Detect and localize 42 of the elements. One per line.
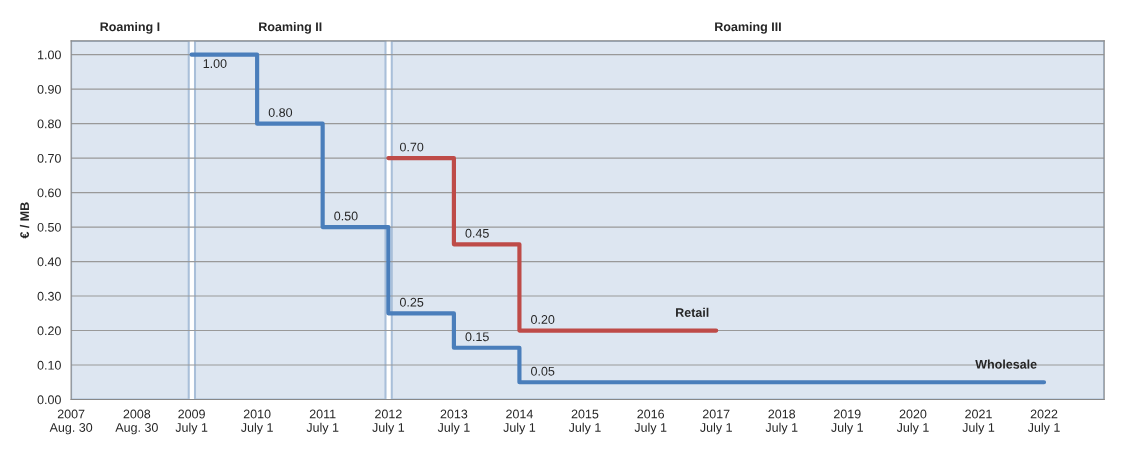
y-axis-title: € / MB [19, 202, 30, 239]
y-tick-label: 0.60 [37, 188, 61, 198]
x-tick-label: 2012 July 1 [372, 409, 405, 435]
x-tick-label: 2013 July 1 [437, 409, 470, 435]
x-tick-label: 2007 Aug. 30 [49, 409, 93, 435]
band-label: Roaming I [100, 21, 160, 34]
y-tick-label: 1.00 [38, 50, 61, 60]
x-tick-label: 2019 July 1 [831, 409, 863, 435]
data-label: 0.70 [399, 142, 424, 152]
data-label: 0.80 [268, 108, 293, 117]
x-tick-label: 2016 July 1 [634, 409, 667, 435]
data-label: 0.45 [465, 228, 489, 238]
data-label: 0.05 [531, 366, 555, 376]
x-tick-label: 2009 July 1 [175, 409, 208, 435]
data-label: 1.00 [203, 59, 227, 68]
data-label: 0.20 [531, 315, 555, 324]
x-tick-label: 2015 July 1 [568, 409, 601, 435]
data-label: 0.50 [334, 211, 358, 221]
y-tick-label: 0.40 [37, 257, 61, 267]
data-label: 0.25 [399, 297, 424, 307]
y-tick-label: 0.70 [37, 153, 61, 163]
y-tick-label: 0.50 [37, 222, 61, 232]
y-tick-label: 0.10 [37, 360, 61, 370]
band-label: Roaming III [715, 21, 781, 34]
band-label: Roaming II [259, 21, 322, 34]
y-tick-label: 0.90 [37, 84, 61, 94]
series-label: Wholesale [975, 359, 1037, 369]
x-tick-label: 2011 July 1 [306, 409, 339, 435]
x-tick-label: 2022 July 1 [1027, 409, 1060, 435]
x-tick-label: 2010 July 1 [240, 409, 273, 435]
y-tick-label: 0.80 [37, 119, 61, 129]
x-tick-label: 2020 July 1 [896, 409, 929, 435]
x-tick-label: 2017 July 1 [700, 409, 732, 435]
x-tick-label: 2021 July 1 [962, 409, 995, 435]
x-tick-label: 2018 July 1 [765, 409, 798, 435]
y-tick-label: 0.30 [37, 291, 61, 301]
y-tick-label: 0.20 [37, 326, 61, 336]
y-tick-label: 0.00 [37, 395, 61, 405]
x-tick-label: 2008 Aug. 30 [115, 409, 158, 435]
x-tick-label: 2014 July 1 [503, 409, 536, 435]
series-label: Retail [676, 307, 709, 317]
data-label: 0.15 [465, 332, 489, 342]
